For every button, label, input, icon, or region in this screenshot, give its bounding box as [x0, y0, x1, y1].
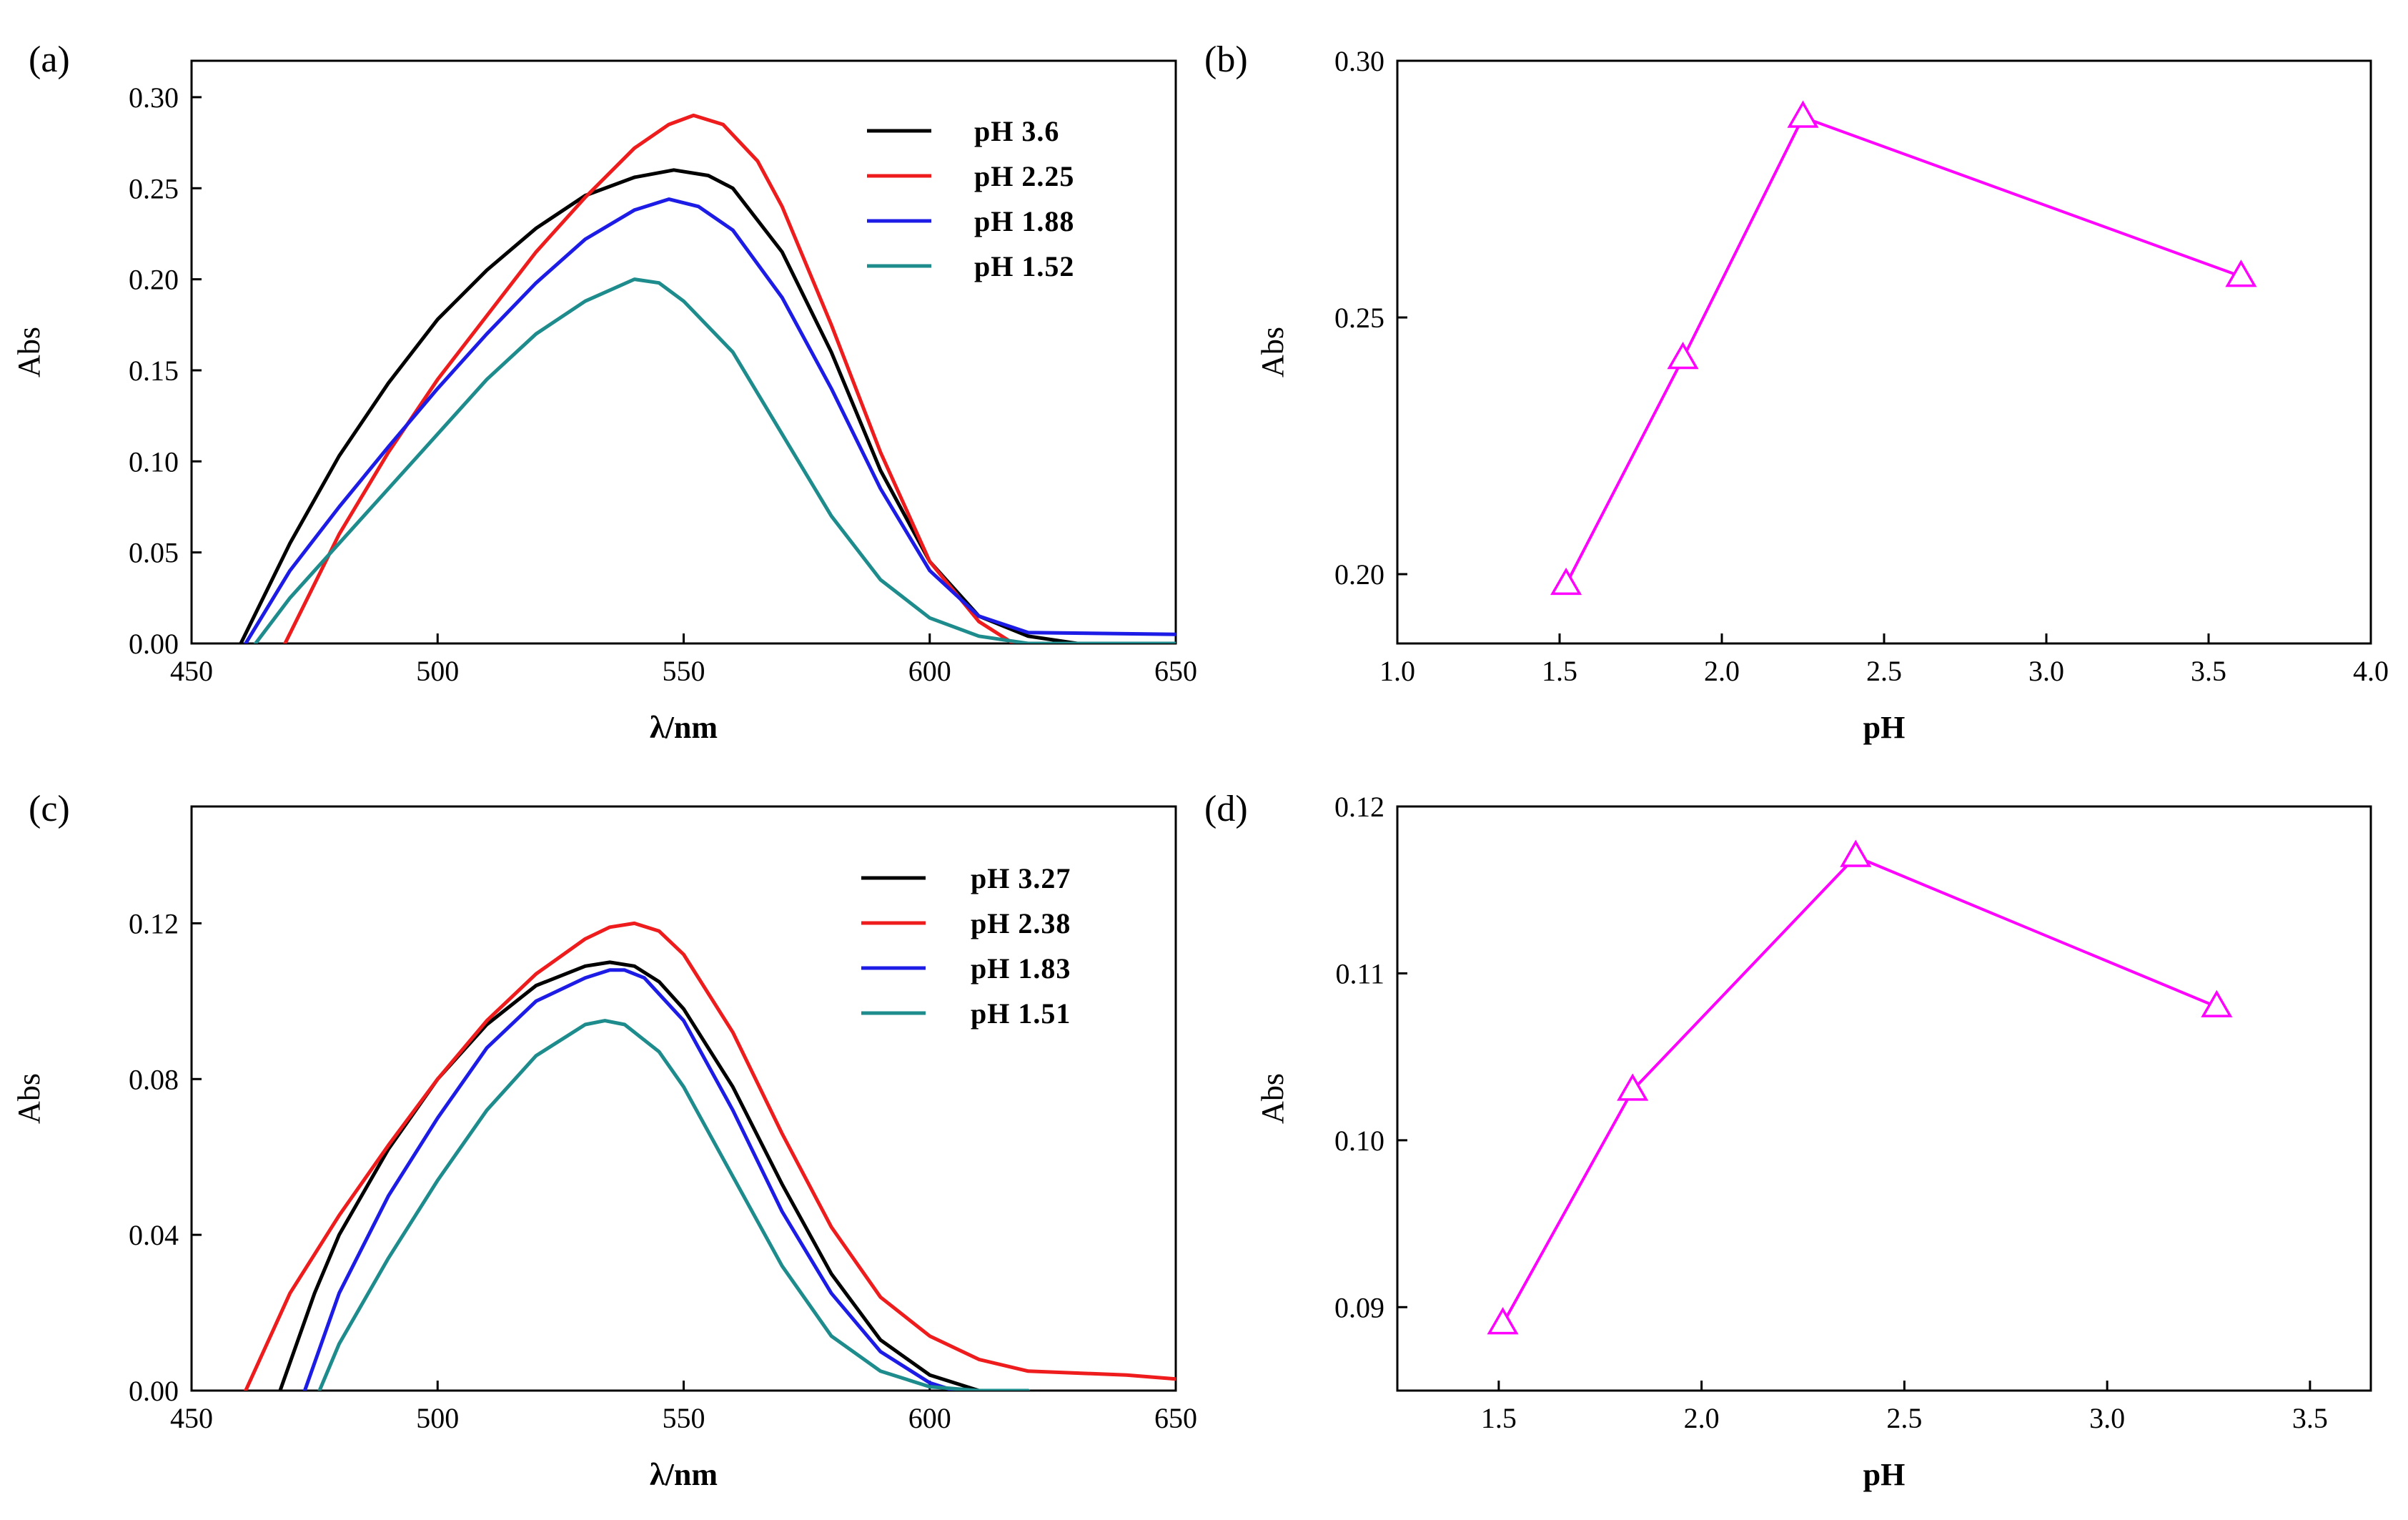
x-tick-label: 3.0 — [2089, 1402, 2125, 1434]
data-point — [1840, 839, 1872, 867]
y-tick-label: 0.30 — [129, 82, 179, 114]
y-tick-label: 0.00 — [129, 1375, 179, 1407]
legend-label: pH 2.25 — [974, 160, 1074, 192]
y-tick-label: 0.11 — [1335, 957, 1384, 990]
y-tick-label: 0.08 — [129, 1063, 179, 1095]
plot-frame — [190, 59, 1177, 645]
data-point — [2201, 990, 2233, 1017]
data-point — [1787, 100, 1819, 128]
y-axis-title: Abs — [1255, 1073, 1290, 1124]
y-tick-label: 0.15 — [129, 355, 179, 387]
legend-label: pH 1.88 — [974, 205, 1074, 237]
data-point — [1550, 567, 1582, 596]
series-group — [1501, 855, 2219, 1326]
x-tick-label: 1.0 — [1379, 655, 1415, 687]
y-tick-label: 0.10 — [1334, 1125, 1384, 1157]
x-tick-label: 600 — [908, 655, 951, 687]
legend: pH 3.27 pH 2.38 pH 1.83 pH 1.51 — [861, 862, 1071, 1030]
y-tick-label: 0.30 — [1334, 45, 1384, 77]
x-tick-label: 4.0 — [2353, 655, 2389, 687]
y-tick-label: 0.10 — [129, 445, 179, 478]
series-line — [254, 277, 1176, 643]
panel-b: (b) 1.0 1.5 2.0 2.5 3.0 3.5 4.0 0.20 0.25 0.30 pH Ab… — [1204, 39, 2389, 745]
y-axis-title: Abs — [11, 1073, 46, 1124]
legend-label: pH 3.6 — [974, 115, 1059, 147]
y-tick-label: 0.20 — [129, 264, 179, 296]
panel-label: (b) — [1204, 39, 1248, 80]
x-tick-label: 500 — [416, 1402, 459, 1434]
panel-d: (d) 1.5 2.0 2.5 3.0 3.5 0.09 0.10 0.11 0.12 pH Abs — [1204, 789, 2372, 1492]
series-line — [244, 197, 1176, 643]
legend-label: pH 3.27 — [971, 862, 1071, 894]
data-point — [2225, 260, 2257, 287]
legend-label: pH 1.52 — [974, 250, 1074, 282]
panel-label: (d) — [1204, 789, 1248, 829]
x-tick-label: 1.5 — [1481, 1402, 1517, 1434]
x-tick-label: 550 — [663, 1402, 705, 1434]
x-tick-label: 2.5 — [1886, 1402, 1922, 1434]
x-tick-label: 2.5 — [1866, 655, 1902, 687]
series-line — [278, 960, 981, 1391]
series-line — [302, 968, 956, 1391]
y-tick-label: 0.20 — [1334, 558, 1384, 591]
x-axis-title: λ/nm — [650, 710, 718, 745]
x-tick-label: 2.0 — [1684, 1402, 1720, 1434]
x-tick-label: 1.5 — [1542, 655, 1577, 687]
legend-label: pH 2.38 — [971, 907, 1071, 939]
y-tick-label: 0.04 — [129, 1219, 179, 1251]
x-axis-title: pH — [1863, 710, 1906, 745]
x-tick-label: 3.5 — [2191, 655, 2226, 687]
y-tick-label: 0.12 — [1334, 791, 1384, 823]
series-line — [1501, 855, 2219, 1326]
series-line — [239, 168, 1176, 643]
panel-c: (c) 450 500 550 600 650 0.00 0.04 0.08 0.12 λ/nm Ab… — [11, 789, 1197, 1492]
series-line — [1565, 116, 2243, 586]
panel-label: (a) — [29, 39, 70, 80]
series-line — [283, 113, 1016, 643]
legend: pH 3.6 pH 2.25 pH 1.88 pH 1.52 — [867, 115, 1074, 282]
plot-frame — [1396, 805, 2372, 1392]
panel-label: (c) — [29, 789, 70, 829]
y-tick-label: 0.25 — [129, 172, 179, 204]
x-tick-label: 650 — [1154, 655, 1197, 687]
y-tick-label: 0.25 — [1334, 302, 1384, 334]
x-tick-label: 3.0 — [2028, 655, 2064, 687]
x-tick-label: 550 — [663, 655, 705, 687]
series-line — [244, 921, 1176, 1391]
series-group — [1565, 116, 2243, 586]
x-tick-label: 3.5 — [2292, 1402, 2328, 1434]
y-tick-label: 0.09 — [1334, 1291, 1384, 1323]
legend-label: pH 1.51 — [971, 997, 1071, 1030]
panel-a: (a) 450 500 550 600 650 0.00 0.05 0.10 0.15 0.20 0.… — [11, 39, 1197, 745]
x-axis-title: pH — [1863, 1457, 1906, 1492]
legend-label: pH 1.83 — [971, 952, 1071, 984]
y-tick-label: 0.00 — [129, 628, 179, 660]
series-group — [239, 113, 1176, 643]
y-tick-label: 0.12 — [129, 907, 179, 939]
data-point — [1617, 1073, 1649, 1101]
x-tick-label: 650 — [1154, 1402, 1197, 1434]
y-axis-title: Abs — [1255, 327, 1290, 377]
x-tick-label: 500 — [416, 655, 459, 687]
y-tick-label: 0.05 — [129, 537, 179, 569]
series-group — [244, 921, 1176, 1391]
y-axis-title: Abs — [11, 327, 46, 377]
x-axis-title: λ/nm — [650, 1457, 718, 1492]
x-tick-label: 450 — [170, 655, 213, 687]
series-line — [317, 1019, 1030, 1391]
x-tick-label: 2.0 — [1704, 655, 1740, 687]
data-point — [1487, 1307, 1519, 1335]
x-tick-label: 450 — [170, 1402, 213, 1434]
data-point — [1667, 341, 1699, 370]
x-tick-label: 600 — [908, 1402, 951, 1434]
